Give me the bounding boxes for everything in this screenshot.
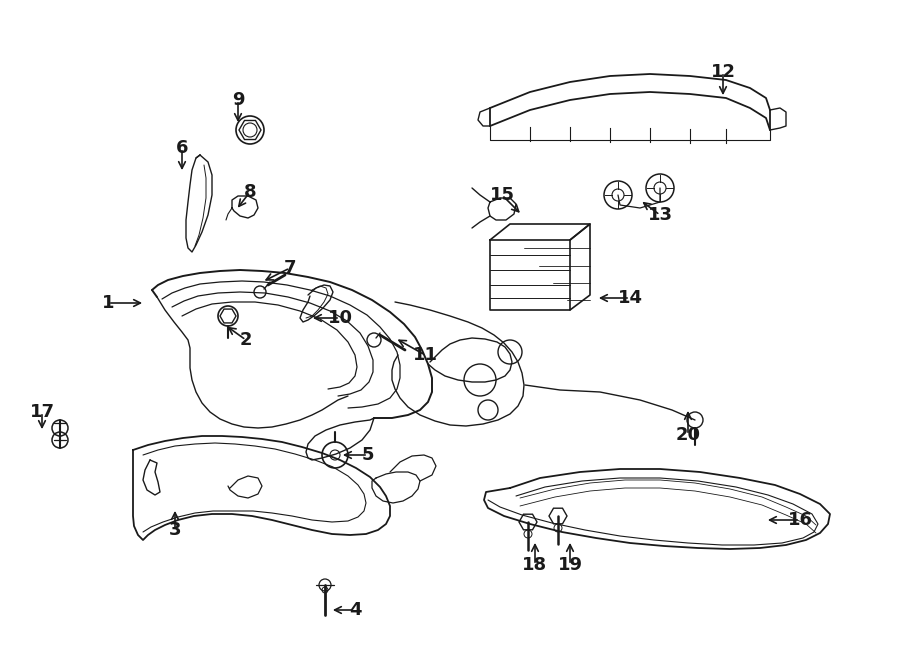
- Text: 8: 8: [244, 183, 256, 201]
- Text: 15: 15: [490, 186, 515, 204]
- Text: 16: 16: [788, 511, 813, 529]
- Text: 11: 11: [412, 346, 437, 364]
- Text: 14: 14: [617, 289, 643, 307]
- Text: 6: 6: [176, 139, 188, 157]
- Text: 1: 1: [102, 294, 114, 312]
- Text: 20: 20: [676, 426, 700, 444]
- Text: 3: 3: [169, 521, 181, 539]
- Text: 7: 7: [284, 259, 296, 277]
- Text: 18: 18: [522, 556, 547, 574]
- Text: 5: 5: [362, 446, 374, 464]
- Text: 19: 19: [557, 556, 582, 574]
- Text: 13: 13: [647, 206, 672, 224]
- Text: 12: 12: [710, 63, 735, 81]
- Text: 4: 4: [349, 601, 361, 619]
- Text: 9: 9: [232, 91, 244, 109]
- Text: 10: 10: [328, 309, 353, 327]
- Text: 2: 2: [239, 331, 252, 349]
- Text: 17: 17: [30, 403, 55, 421]
